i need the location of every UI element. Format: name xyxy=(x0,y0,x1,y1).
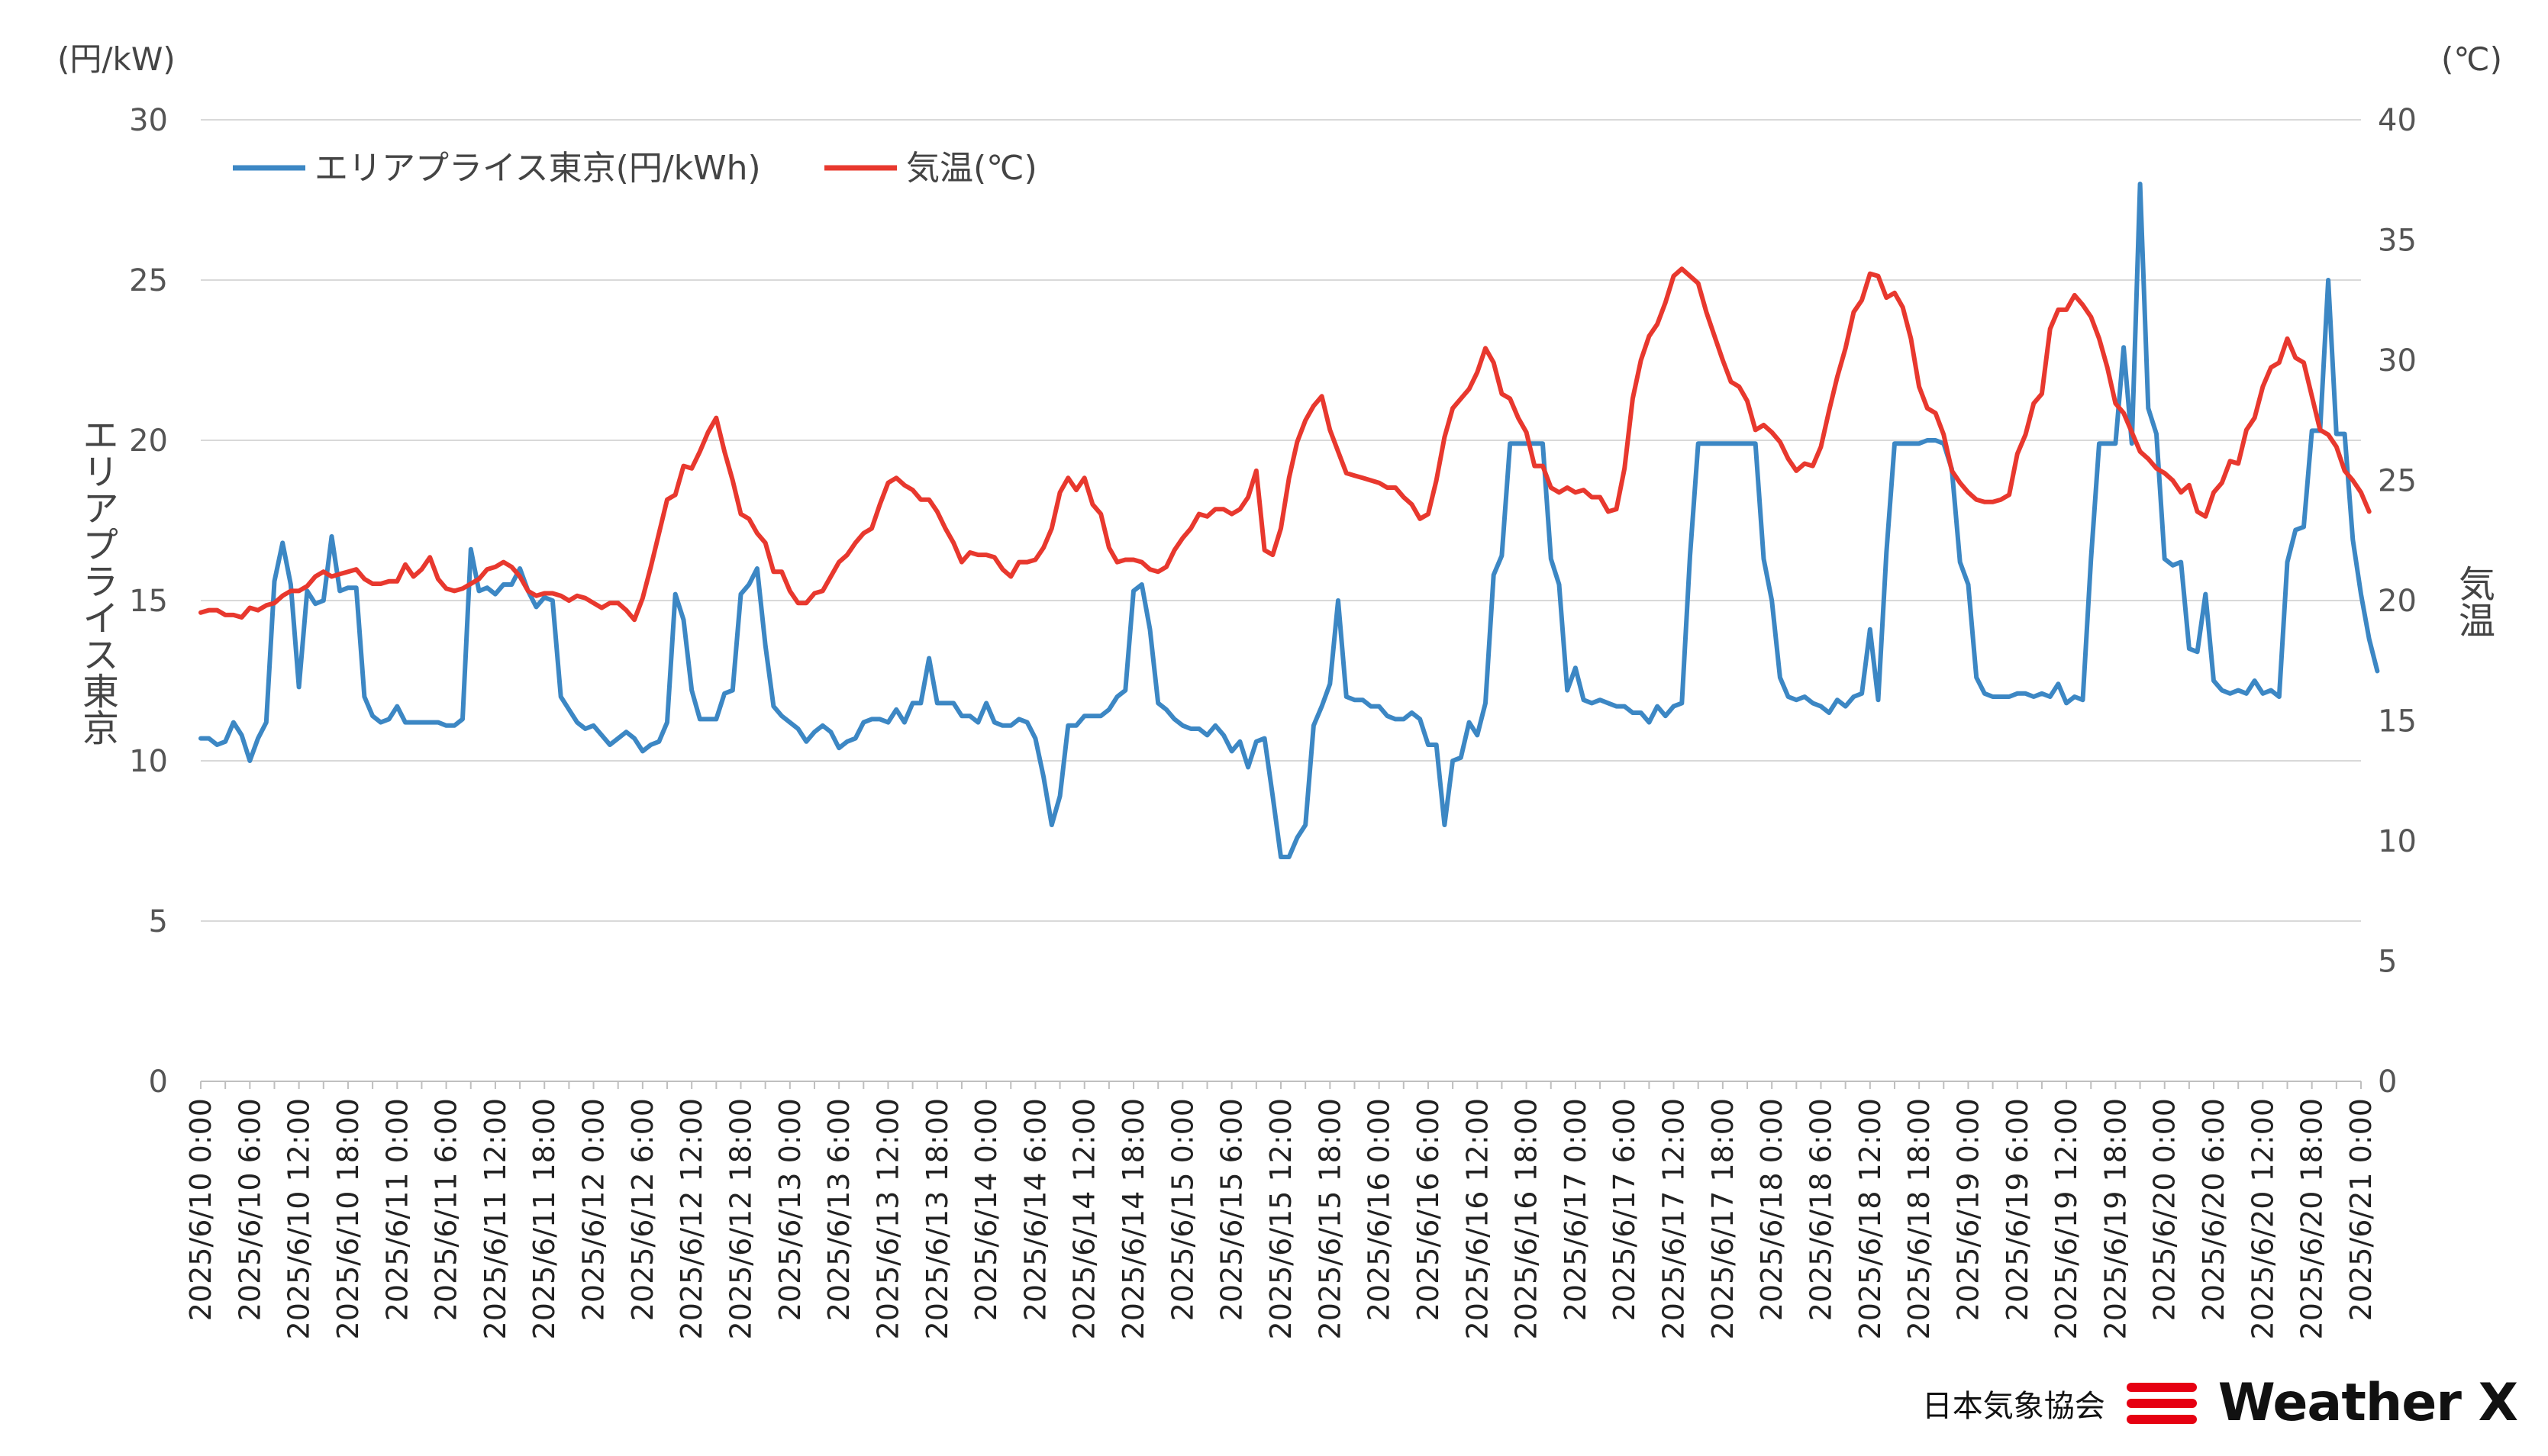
x-tick-label: 2025/6/20 0:00 xyxy=(2148,1098,2182,1321)
x-tick-label: 2025/6/18 18:00 xyxy=(1902,1098,1936,1339)
left-tick-label: 25 xyxy=(129,263,168,298)
x-tick-label: 2025/6/14 6:00 xyxy=(1018,1098,1052,1321)
left-tick-label: 5 xyxy=(149,904,168,939)
right-tick-label: 40 xyxy=(2378,103,2417,138)
x-tick-label: 2025/6/10 12:00 xyxy=(282,1098,316,1339)
temperature-series-line xyxy=(198,266,2372,623)
x-tick-label: 2025/6/19 18:00 xyxy=(2098,1098,2132,1339)
x-tick-label: 2025/6/14 0:00 xyxy=(969,1098,1003,1321)
x-tick-label: 2025/6/12 0:00 xyxy=(577,1098,611,1321)
brand-name: Weather X xyxy=(2217,1373,2518,1433)
left-tick-label: 10 xyxy=(129,744,168,779)
x-tick-label: 2025/6/20 6:00 xyxy=(2197,1098,2230,1321)
x-tick-label: 2025/6/15 0:00 xyxy=(1166,1098,1199,1321)
right-tick-label: 0 xyxy=(2378,1065,2397,1100)
x-tick-label: 2025/6/20 12:00 xyxy=(2246,1098,2279,1339)
x-tick-label: 2025/6/15 18:00 xyxy=(1313,1098,1347,1339)
price-legend-label: エリアプライス東京(円/kWh) xyxy=(314,149,761,188)
right-tick-label: 25 xyxy=(2378,464,2417,499)
x-tick-label: 2025/6/12 18:00 xyxy=(724,1098,758,1339)
legend: エリアプライス東京(円/kWh) 気温(℃) xyxy=(233,149,1037,188)
x-tick-label: 2025/6/13 6:00 xyxy=(822,1098,856,1321)
right-tick-label: 20 xyxy=(2378,584,2417,619)
x-tick-label: 2025/6/10 6:00 xyxy=(233,1098,266,1321)
series xyxy=(198,182,2380,859)
gridlines xyxy=(201,119,2361,922)
x-tick-label: 2025/6/13 0:00 xyxy=(773,1098,807,1321)
left-tick-label: 30 xyxy=(129,103,168,138)
x-tick-label: 2025/6/17 6:00 xyxy=(1608,1098,1641,1321)
right-tick-label: 15 xyxy=(2378,704,2417,739)
right-tick-label: 5 xyxy=(2378,945,2397,980)
x-tick-label: 2025/6/19 12:00 xyxy=(2050,1098,2083,1339)
x-tick-label: 2025/6/10 18:00 xyxy=(331,1098,365,1339)
brand-logo: 日本気象協会 Weather X xyxy=(1921,1373,2518,1433)
x-tick-label: 2025/6/19 0:00 xyxy=(1951,1098,1985,1321)
x-tick-label: 2025/6/21 0:00 xyxy=(2344,1098,2378,1321)
right-axis-title: 気温 xyxy=(2452,565,2495,638)
x-tick-label: 2025/6/17 0:00 xyxy=(1559,1098,1592,1321)
x-tick-label: 2025/6/17 18:00 xyxy=(1706,1098,1740,1339)
right-tick-label: 10 xyxy=(2378,824,2417,859)
left-tick-label: 0 xyxy=(149,1065,168,1100)
left-axis-title: エリアプライス東京 xyxy=(76,416,118,746)
x-tick-label: 2025/6/11 6:00 xyxy=(430,1098,463,1321)
x-tick-label: 2025/6/13 18:00 xyxy=(921,1098,954,1339)
right-tick-label: 30 xyxy=(2378,343,2417,378)
x-tick-label: 2025/6/11 12:00 xyxy=(479,1098,512,1339)
x-tick-label: 2025/6/16 0:00 xyxy=(1363,1098,1396,1321)
x-tick-label: 2025/6/11 0:00 xyxy=(380,1098,414,1321)
left-tick-label: 20 xyxy=(129,424,168,459)
x-tick-label: 2025/6/10 0:00 xyxy=(184,1098,218,1321)
org-name: 日本気象協会 xyxy=(1921,1388,2105,1424)
x-tick-label: 2025/6/12 12:00 xyxy=(675,1098,708,1339)
x-tick-label: 2025/6/15 6:00 xyxy=(1215,1098,1249,1321)
x-tick-label: 2025/6/14 18:00 xyxy=(1117,1098,1150,1339)
x-tick-label: 2025/6/16 12:00 xyxy=(1460,1098,1494,1339)
x-tick-label: 2025/6/14 12:00 xyxy=(1068,1098,1101,1339)
axes: 0 5 10 15 20 25 30 0 5 10 15 20 25 30 35 40 2025/6/10 0:… xyxy=(129,103,2417,1339)
price-series-line xyxy=(198,182,2380,859)
x-tick-label: 2025/6/19 6:00 xyxy=(2001,1098,2034,1321)
left-tick-label: 15 xyxy=(129,584,168,619)
x-tick-label: 2025/6/13 12:00 xyxy=(871,1098,905,1339)
x-tick-label: 2025/6/18 0:00 xyxy=(1755,1098,1788,1321)
temperature-legend-label: 気温(℃) xyxy=(906,149,1037,188)
x-tick-label: 2025/6/11 18:00 xyxy=(527,1098,561,1339)
x-tick-label: 2025/6/20 18:00 xyxy=(2295,1098,2329,1339)
x-tick-label: 2025/6/17 12:00 xyxy=(1657,1098,1691,1339)
right-unit-label: (℃) xyxy=(2441,40,2502,78)
left-unit-label: (円/kW) xyxy=(57,40,176,78)
right-tick-label: 35 xyxy=(2378,224,2417,259)
x-tick-label: 2025/6/18 6:00 xyxy=(1805,1098,1838,1321)
weather-x-mark-icon xyxy=(2126,1382,2197,1424)
x-tick-label: 2025/6/16 18:00 xyxy=(1510,1098,1543,1339)
x-tick-label: 2025/6/18 12:00 xyxy=(1853,1098,1887,1339)
x-tick-label: 2025/6/16 6:00 xyxy=(1411,1098,1445,1321)
x-tick-label: 2025/6/12 6:00 xyxy=(626,1098,660,1321)
x-tick-label: 2025/6/15 12:00 xyxy=(1264,1098,1298,1339)
